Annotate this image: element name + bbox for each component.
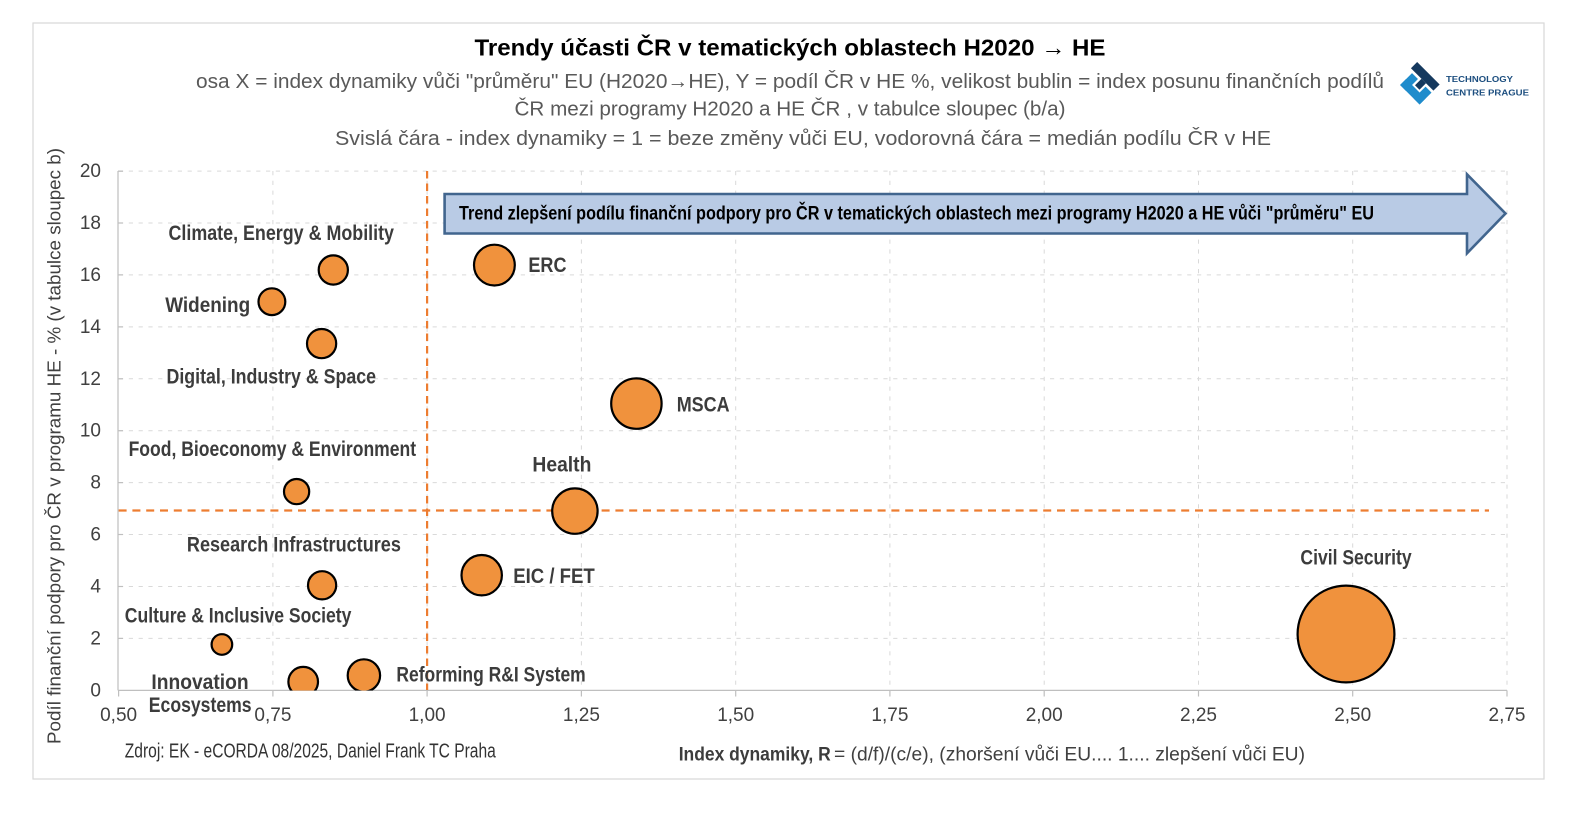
svg-text:2,50: 2,50 [1334,705,1371,726]
svg-text:Health: Health [532,453,591,476]
svg-text:TECHNOLOGY: TECHNOLOGY [1446,74,1513,84]
svg-text:MSCA: MSCA [677,394,730,417]
svg-text:4: 4 [90,577,101,598]
svg-text:14: 14 [80,317,102,338]
svg-text:ČR mezi programy H2020 a HE ČR: ČR mezi programy H2020 a HE ČR , v tabul… [515,97,1066,120]
svg-text:2,75: 2,75 [1489,705,1526,726]
svg-text:18: 18 [80,213,101,234]
svg-text:1,50: 1,50 [717,705,754,726]
svg-text:16: 16 [80,265,101,286]
svg-text:Civil Security: Civil Security [1300,547,1411,570]
svg-text:Innovation: Innovation [151,671,248,694]
svg-text:2: 2 [90,628,101,649]
svg-text:8: 8 [90,473,101,494]
svg-text:Research Infrastructures: Research Infrastructures [187,533,401,556]
svg-text:0,75: 0,75 [254,705,291,726]
svg-text:2,25: 2,25 [1180,705,1217,726]
svg-text:= (d/f)/(c/e), (zhoršení vůči: = (d/f)/(c/e), (zhoršení vůči EU.... 1..… [834,743,1305,765]
svg-text:Podíl finanční podpory pro ČR: Podíl finanční podpory pro ČR v programu… [44,148,65,744]
svg-text:0,50: 0,50 [100,705,137,726]
svg-text:Climate, Energy & Mobility: Climate, Energy & Mobility [169,222,395,245]
svg-text:Reforming R&I System: Reforming R&I System [396,664,585,687]
svg-text:1,75: 1,75 [871,705,908,726]
svg-text:ERC: ERC [528,254,566,277]
svg-text:20: 20 [80,161,101,182]
svg-text:6: 6 [90,525,101,546]
svg-text:CENTRE PRAGUE: CENTRE PRAGUE [1446,88,1529,98]
svg-text:Digital, Industry & Space: Digital, Industry & Space [167,365,377,388]
svg-text:Zdroj: EK - eCORDA 08/2025, Da: Zdroj: EK - eCORDA 08/2025, Daniel Frank… [125,741,497,763]
svg-text:Food, Bioeconomy & Environment: Food, Bioeconomy & Environment [129,438,417,461]
svg-text:0: 0 [90,680,101,701]
svg-text:1,25: 1,25 [563,705,600,726]
svg-text:1,00: 1,00 [409,705,446,726]
svg-text:Trendy účasti ČR v tematických: Trendy účasti ČR v tematických oblastech… [475,34,1106,61]
svg-text:Culture & Inclusive Society: Culture & Inclusive Society [125,604,352,627]
svg-text:Trend zlepšení podílu finanční: Trend zlepšení podílu finanční podpory p… [459,203,1374,225]
svg-text:EIC / FET: EIC / FET [513,565,595,588]
svg-text:Svislá čára - index dynamiky: Svislá čára - index dynamiky = 1 = beze … [335,127,1271,150]
svg-text:Index dynamiky, R: Index dynamiky, R [679,743,831,765]
svg-text:10: 10 [80,421,101,442]
svg-text:2,00: 2,00 [1026,705,1063,726]
svg-text:Widening: Widening [165,294,250,317]
svg-text:12: 12 [80,369,101,390]
svg-text:Ecosystems: Ecosystems [149,694,252,717]
svg-text:osa X = index dynamiky vůči "p: osa X = index dynamiky vůči "průměru" EU… [196,70,1384,93]
